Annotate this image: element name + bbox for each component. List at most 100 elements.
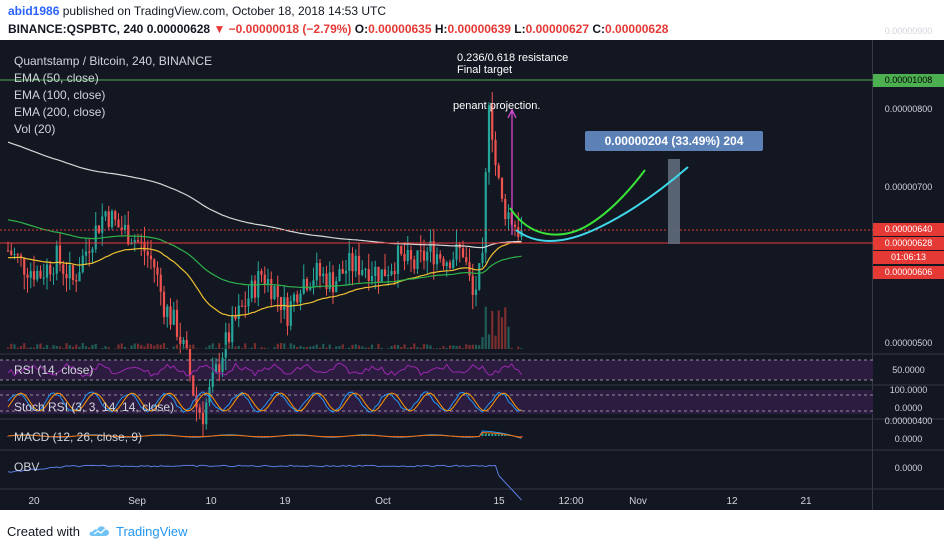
change: ▼ −0.00000018 (−2.79%) — [213, 22, 352, 36]
volume-bar — [474, 344, 478, 349]
stoch-label[interactable]: Stoch RSI (3, 3, 14, 14, close) — [14, 400, 175, 414]
macd-histogram-bar — [328, 436, 331, 437]
volume-bar — [377, 343, 380, 349]
candle-body — [244, 305, 247, 307]
legend-ema50[interactable]: EMA (50, close) — [14, 71, 99, 85]
candle-body — [110, 211, 114, 228]
author-name[interactable]: abid1986 — [8, 4, 60, 18]
volume-bar — [140, 344, 143, 349]
volume-bar — [279, 343, 283, 349]
macd-histogram-bar — [20, 435, 22, 436]
candle-body — [409, 249, 413, 260]
candle-body — [214, 364, 218, 373]
candle-body — [461, 248, 465, 258]
candle-body — [153, 259, 156, 268]
volume-bar — [292, 344, 296, 349]
volume-bar — [312, 345, 315, 349]
volume-bar — [461, 348, 465, 349]
candle-body — [387, 274, 390, 277]
cyan-projection-curve[interactable] — [515, 166, 689, 243]
volume-bar — [374, 348, 377, 349]
measure-bar[interactable] — [668, 159, 680, 244]
legend-title[interactable]: Quantstamp / Bitcoin, 240, BINANCE — [14, 54, 213, 68]
legend-volume[interactable]: Vol (20) — [14, 122, 56, 136]
measure-label[interactable]: 0.00000204 (33.49%) 204 — [585, 131, 763, 151]
open-label: O: — [354, 22, 369, 36]
macd-histogram-bar — [481, 433, 484, 436]
macd-histogram-bar — [195, 436, 198, 437]
candle-body — [120, 227, 123, 231]
macd-histogram-bar — [267, 436, 269, 437]
candle-body — [491, 105, 494, 140]
candle-body — [361, 270, 364, 275]
chart-area[interactable]: Quantstamp / Bitcoin, 240, BINANCE EMA (… — [0, 26, 944, 510]
candle-body — [266, 279, 270, 285]
volume-bar — [393, 344, 396, 349]
volume-bar — [146, 343, 149, 349]
candle-body — [16, 254, 19, 256]
candle-body — [36, 270, 39, 280]
time-tick: Oct — [375, 496, 391, 507]
volume-bar — [504, 307, 507, 349]
macd-histogram-bar — [55, 436, 58, 437]
volume-bar — [195, 348, 198, 349]
candle-body — [416, 250, 419, 269]
legend-ema100[interactable]: EMA (100, close) — [14, 88, 106, 102]
macd-histogram-bar — [156, 435, 159, 436]
volume-bar — [91, 344, 94, 349]
candle-body — [413, 259, 416, 269]
volume-bar — [55, 346, 58, 349]
volume-bar — [338, 346, 341, 349]
volume-bar — [335, 346, 338, 349]
candle-body — [146, 251, 149, 256]
volume-bar — [250, 347, 253, 349]
candle-body — [32, 271, 36, 280]
candle-body — [497, 165, 500, 178]
candle-body — [468, 262, 471, 276]
header: abid1986 published on TradingView.com, O… — [0, 0, 944, 40]
volume-bar — [471, 344, 474, 349]
volume-bar — [439, 348, 442, 349]
volume-bar — [325, 347, 328, 349]
volume-bar — [341, 344, 344, 349]
candle-body — [159, 274, 162, 292]
volume-bar — [159, 344, 162, 349]
rsi-band — [0, 360, 873, 380]
legend-ema200[interactable]: EMA (200, close) — [14, 105, 106, 119]
volume-bar — [351, 344, 354, 349]
candle-body — [75, 279, 78, 282]
volume-bar — [182, 346, 185, 349]
macd-histogram-bar — [491, 433, 494, 436]
candle-body — [55, 245, 58, 274]
macd-histogram-bar — [325, 436, 328, 437]
candle-body — [182, 340, 185, 344]
candle-body — [231, 315, 234, 343]
volume-bar — [497, 310, 500, 349]
candle-body — [97, 225, 101, 233]
low-label: L: — [514, 22, 526, 36]
rsi-label[interactable]: RSI (14, close) — [14, 363, 94, 377]
candle-body — [325, 273, 328, 290]
green-projection-curve[interactable] — [509, 169, 646, 236]
tradingview-link[interactable]: TradingView — [88, 524, 188, 539]
macd-label[interactable]: MACD (12, 26, close, 9) — [14, 430, 143, 444]
pennant-arrow-head — [507, 108, 517, 119]
candle-body — [448, 262, 452, 269]
volume-bar — [309, 346, 312, 349]
macd-histogram-bar — [23, 435, 26, 436]
time-tick: 19 — [279, 496, 291, 507]
candle-body — [10, 250, 13, 255]
macd-histogram-bar — [504, 434, 507, 436]
chart-canvas[interactable] — [0, 40, 944, 510]
volume-bar — [517, 346, 520, 349]
volume-bar — [419, 347, 422, 349]
macd-histogram-bar — [263, 436, 266, 437]
resistance-note-line1: 0.236/0.618 resistance — [457, 52, 569, 64]
chart-legend: Quantstamp / Bitcoin, 240, BINANCE EMA (… — [14, 53, 212, 138]
volume-bar — [442, 346, 445, 349]
obv-label[interactable]: OBV — [14, 460, 40, 474]
candle-body — [94, 225, 97, 250]
volume-bar — [452, 345, 455, 349]
candle-body — [162, 291, 166, 318]
volume-bar — [172, 346, 175, 349]
